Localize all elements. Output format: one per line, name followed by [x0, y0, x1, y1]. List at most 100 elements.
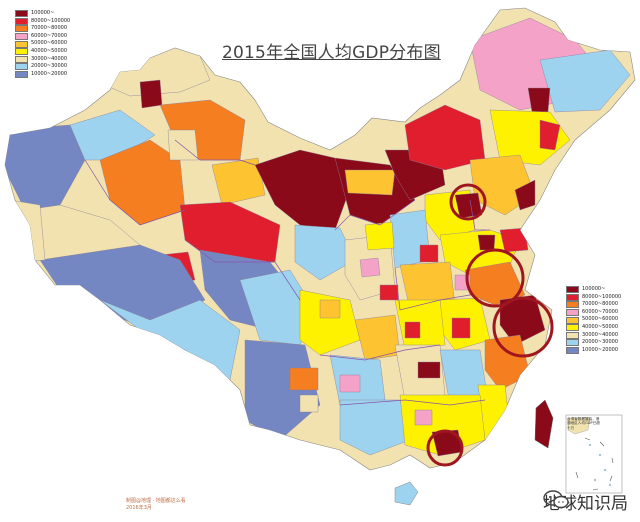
map-title: 2015年全国人均GDP分布图 [222, 43, 441, 63]
region-misc-1 [359, 257, 381, 278]
island-hainan [394, 481, 419, 506]
region-dongying [477, 234, 496, 251]
region-suzhou-wuxi [499, 294, 546, 346]
region-beijing-tianjin [454, 192, 483, 219]
legend-swatch [566, 309, 579, 317]
legend-entry: 80000~100000 [15, 18, 70, 26]
region-misc-2 [319, 299, 341, 319]
legend-top: 100000~ 80000~100000 70000~80000 60000~7000… [15, 10, 70, 79]
legend-swatch [15, 71, 28, 79]
region-yulin [364, 221, 395, 251]
legend-swatch [15, 33, 28, 41]
legend-entry: 100000~ [566, 286, 621, 294]
legend-swatch [15, 55, 28, 63]
watermark: 地球知识局 [543, 489, 628, 514]
legend-label: 70000~80000 [31, 25, 68, 32]
region-misc-6 [419, 244, 439, 263]
legend-label: 50000~60000 [582, 316, 619, 323]
legend-swatch [15, 48, 28, 56]
region-qingdao [499, 227, 529, 253]
credit-line-1: 制图@地理 · 地图都这么看 [126, 498, 186, 504]
region-kunming [289, 367, 319, 391]
region-zhejiang [484, 334, 531, 391]
highlight-circle-pearl-delta [426, 429, 464, 467]
legend-label: 70000~80000 [582, 301, 619, 308]
region-sichuan-east [299, 289, 361, 356]
legend-swatch [15, 25, 28, 33]
region-dalian [514, 179, 536, 211]
region-turpan [167, 129, 199, 161]
region-guangxi [339, 399, 411, 456]
legend-swatch [15, 63, 28, 71]
legend-entry: 50000~60000 [15, 40, 70, 48]
legend-label: 10000~20000 [582, 346, 619, 353]
legend-swatch [566, 331, 579, 339]
legend-label: 60000~70000 [582, 308, 619, 315]
region-alxa [254, 149, 356, 231]
credit-line-2: 2016年3月 [126, 505, 152, 511]
legend-swatch [566, 316, 579, 324]
region-misc-8 [414, 409, 433, 426]
legend-label: 80000~100000 [582, 293, 622, 300]
highlight-circle-yangtze-delta [492, 296, 554, 358]
highlight-circle-tianjin [449, 183, 487, 221]
region-misc-4 [339, 374, 361, 393]
legend-entry: 70000~80000 [15, 25, 70, 33]
legend-label: 20000~30000 [31, 63, 68, 70]
inset-islands [588, 443, 612, 487]
highlight-circle-shandong [465, 248, 525, 308]
legend-label: 40000~50000 [31, 47, 68, 54]
wechat-icon [543, 490, 569, 509]
legend-label: 80000~100000 [31, 17, 71, 24]
legend-entry: 60000~70000 [566, 309, 621, 317]
legend-entry: 10000~20000 [15, 71, 70, 79]
highlight-circles [426, 183, 554, 467]
region-daqing [527, 87, 551, 113]
legend-swatch [15, 17, 28, 25]
region-hami [211, 157, 266, 206]
region-wuhan [404, 321, 421, 339]
legend-label: 10000~20000 [31, 70, 68, 77]
inset-note: 台湾省数据暂缺，港澳地区人均GDP已超十万 [567, 417, 600, 430]
region-hlj-east [539, 49, 631, 113]
province-borders [84, 139, 490, 406]
region-changchun [539, 119, 561, 151]
nine-dash-line [575, 437, 614, 491]
legend-swatch [566, 339, 579, 347]
legend-entry: 10000~20000 [566, 347, 621, 355]
legend-entry: 70000~80000 [566, 301, 621, 309]
legend-entry: 40000~50000 [15, 48, 70, 56]
region-baotou [344, 169, 396, 196]
legend-label: 30000~40000 [31, 55, 68, 62]
legend-entry: 20000~30000 [15, 63, 70, 71]
region-misc-3 [379, 284, 399, 301]
legend-label: 100000~ [31, 10, 55, 16]
legend-entry: 40000~50000 [566, 324, 621, 332]
region-ali [9, 199, 46, 263]
legend-swatch [566, 286, 579, 294]
legend-entry: 80000~100000 [566, 294, 621, 302]
region-hefei [451, 317, 471, 339]
legend-swatch [566, 293, 579, 301]
legend-label: 30000~40000 [582, 331, 619, 338]
region-yunnan [244, 339, 321, 441]
legend-label: 100000~ [582, 286, 606, 292]
legend-swatch [566, 347, 579, 355]
region-karamay [139, 79, 163, 109]
legend-swatch [15, 40, 28, 48]
legend-entry: 20000~30000 [566, 339, 621, 347]
legend-entry: 100000~ [15, 10, 70, 18]
legend-entry: 30000~40000 [566, 332, 621, 340]
legend-swatch [566, 301, 579, 309]
legend-label: 40000~50000 [582, 323, 619, 330]
map-credit: 制图@地理 · 地图都这么看 2016年3月 [126, 498, 186, 512]
island-taiwan [534, 399, 554, 449]
region-changsha [417, 361, 441, 379]
legend-label: 50000~60000 [31, 40, 68, 47]
legend-swatch [15, 10, 28, 18]
region-ningxia-gansu [294, 224, 356, 281]
legend-entry: 30000~40000 [15, 56, 70, 64]
legend-entry: 50000~60000 [566, 316, 621, 324]
